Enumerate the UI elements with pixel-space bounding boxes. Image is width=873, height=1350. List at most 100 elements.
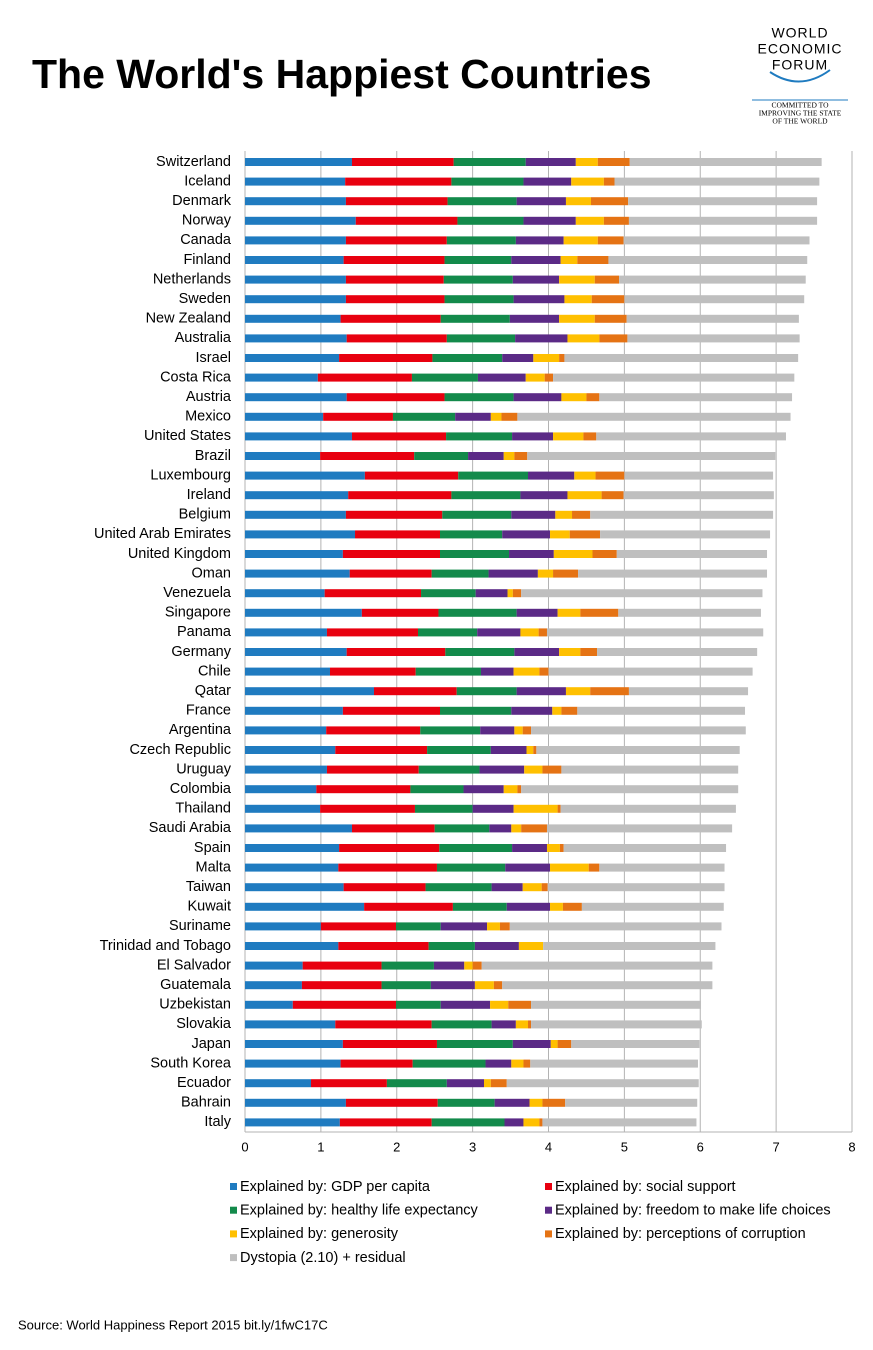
bar-segment (440, 314, 510, 323)
bar-segment (561, 706, 578, 715)
bar-segment (345, 1098, 438, 1107)
bar-segment (623, 491, 774, 500)
bar-segment (428, 942, 475, 950)
bar-segment (339, 844, 440, 852)
bar-segment (553, 550, 593, 558)
bar-segment (326, 726, 421, 735)
bar-segment (546, 824, 733, 833)
bar-segment (245, 726, 327, 735)
bar-segment (345, 275, 444, 284)
bar-segment (552, 706, 562, 715)
category-label: Slovakia (176, 1016, 232, 1032)
bar-segment (438, 608, 517, 617)
x-tick-label: 6 (697, 1139, 704, 1154)
bar-segment (515, 334, 568, 343)
bar-segment (599, 334, 628, 343)
bar-segment (515, 236, 564, 245)
legend-swatch (230, 1183, 237, 1190)
bar-segment (516, 687, 566, 696)
logo-text: FORUM (772, 57, 828, 73)
category-label: Brazil (195, 448, 231, 464)
category-label: Taiwan (186, 879, 231, 895)
category-label: Panama (177, 624, 232, 640)
x-tick-label: 7 (773, 1139, 780, 1154)
bar-segment (342, 706, 440, 715)
bar-segment (418, 765, 480, 774)
category-label: France (186, 703, 231, 719)
category-label: Malta (196, 859, 232, 875)
category-label: Uzbekistan (159, 997, 231, 1013)
bar-segment (565, 687, 591, 696)
bar-segment (575, 216, 604, 225)
bar-segment (415, 667, 481, 676)
bar-segment (351, 158, 454, 166)
bar-segment (479, 765, 525, 774)
legend-label: Explained by: GDP per capita (240, 1179, 431, 1195)
bar-segment (509, 550, 554, 558)
bar-segment (507, 589, 513, 598)
bar-segment (245, 471, 365, 480)
bar-segment (550, 863, 589, 872)
x-tick-label: 4 (545, 1139, 552, 1154)
bar-segment (502, 981, 713, 990)
bar-segment (395, 922, 441, 931)
category-label: Sweden (179, 291, 231, 307)
bar-segment (557, 1040, 572, 1048)
category-label: Singapore (165, 605, 231, 621)
bar-segment (456, 687, 517, 696)
category-label: Finland (183, 252, 231, 268)
bar-segment (599, 863, 725, 872)
legend-label: Explained by: freedom to make life choic… (555, 1203, 831, 1219)
bar-segment (580, 608, 619, 617)
category-label: United States (144, 428, 231, 444)
bar-segment (446, 334, 516, 343)
logo-tagline: IMPROVING THE STATE (759, 109, 842, 118)
category-label: Italy (204, 1114, 231, 1130)
bar-segment (468, 452, 504, 460)
bar-segment (618, 608, 761, 617)
bar-segment (345, 177, 452, 186)
bar-segment (525, 373, 545, 382)
bar-segment (490, 746, 527, 754)
bar-segment (245, 314, 341, 323)
bar-segment (513, 393, 562, 402)
bar-segment (550, 902, 563, 911)
bar-segment (480, 726, 515, 735)
bar-segment (355, 216, 458, 225)
bar-segment (245, 1020, 336, 1029)
logo-tagline: OF THE WORLD (772, 117, 828, 126)
category-label: Venezuela (163, 585, 232, 601)
bar-segment (452, 902, 507, 911)
bar-segment (446, 236, 516, 245)
bar-segment (528, 471, 575, 480)
bar-segment (513, 667, 540, 676)
bar-segment (412, 1059, 486, 1068)
bar-segment (597, 648, 758, 656)
category-label: Spain (194, 840, 231, 856)
bar-segment (245, 550, 343, 558)
bar-segment (550, 530, 570, 539)
category-label: Kuwait (187, 899, 231, 915)
category-label: Canada (180, 232, 232, 248)
bar-segment (245, 158, 352, 166)
bar-segment (245, 628, 327, 637)
bar-segment (431, 569, 489, 578)
bar-segment (324, 589, 422, 598)
bar-segment (521, 785, 739, 794)
bar-segment (475, 589, 508, 598)
bar-segment (340, 1059, 413, 1068)
bar-segment (436, 863, 506, 872)
category-label: Luxembourg (150, 467, 231, 483)
bar-segment (421, 589, 476, 598)
bar-segment (410, 785, 464, 794)
legend-swatch (230, 1230, 237, 1238)
bar-segment (544, 373, 554, 382)
bar-segment (245, 981, 302, 990)
bar-segment (316, 785, 411, 794)
bar-segment (245, 589, 325, 598)
category-label: Switzerland (156, 154, 231, 170)
bar-segment (523, 1118, 540, 1127)
bar-segment (311, 1079, 387, 1088)
bar-segment (447, 197, 517, 206)
bar-segment (464, 961, 473, 970)
